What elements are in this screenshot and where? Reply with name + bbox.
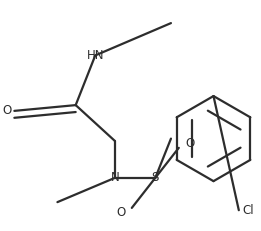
Text: N: N: [110, 171, 119, 184]
Text: O: O: [185, 137, 194, 150]
Text: O: O: [3, 104, 12, 117]
Text: O: O: [116, 206, 125, 219]
Text: HN: HN: [86, 49, 104, 62]
Text: S: S: [152, 171, 159, 184]
Text: Cl: Cl: [243, 204, 254, 217]
